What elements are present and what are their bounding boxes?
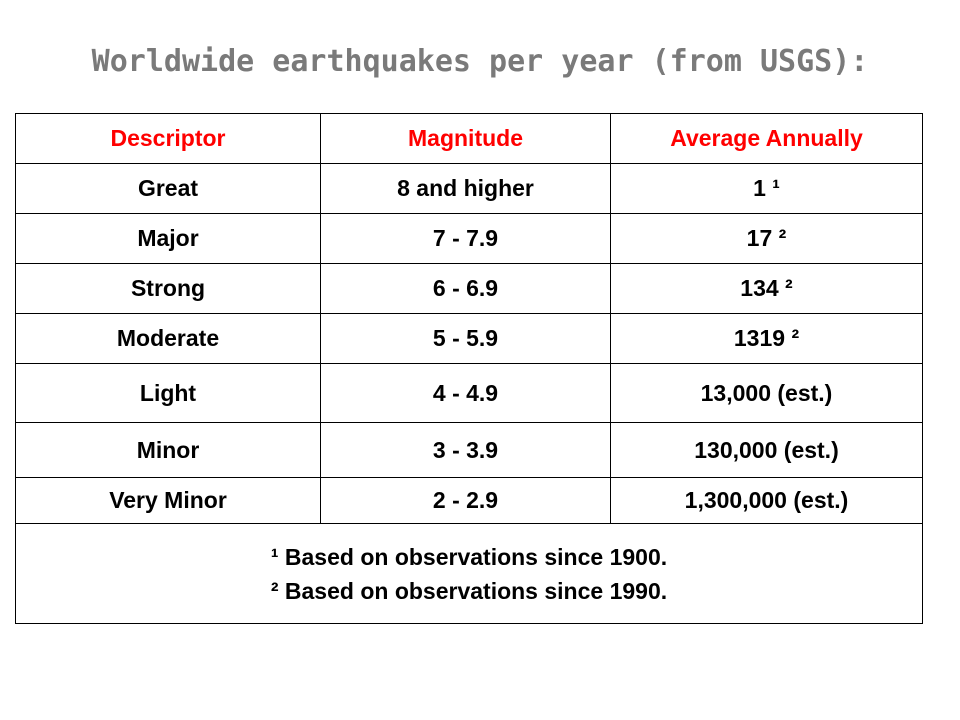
magnitude-cell: 4 - 4.9 (320, 363, 611, 423)
descriptor-cell: Very Minor (15, 477, 321, 524)
table-row: Minor 3 - 3.9 130,000 (est.) (15, 422, 923, 478)
footnotes-cell: ¹ Based on observations since 1900. ² Ba… (15, 523, 923, 624)
descriptor-cell: Light (15, 363, 321, 423)
descriptor-cell: Minor (15, 422, 321, 478)
descriptor-cell: Great (15, 163, 321, 214)
header-descriptor: Descriptor (15, 113, 321, 164)
header-magnitude: Magnitude (320, 113, 611, 164)
page-title: Worldwide earthquakes per year (from USG… (91, 44, 869, 79)
table-row: Moderate 5 - 5.9 1319 ² (15, 313, 923, 364)
footnote-1900: ¹ Based on observations since 1900. (270, 543, 668, 570)
annual-count-cell: 17 ² (610, 213, 923, 264)
header-average-annually: Average Annually (610, 113, 923, 164)
magnitude-cell: 8 and higher (320, 163, 611, 214)
table-row: Light 4 - 4.9 13,000 (est.) (15, 363, 923, 423)
annual-count-cell: 1,300,000 (est.) (610, 477, 923, 524)
footnote-1990: ² Based on observations since 1990. (270, 577, 668, 604)
annual-count-cell: 134 ² (610, 263, 923, 314)
magnitude-cell: 3 - 3.9 (320, 422, 611, 478)
table-row: Strong 6 - 6.9 134 ² (15, 263, 923, 314)
annual-count-cell: 1319 ² (610, 313, 923, 364)
descriptor-cell: Strong (15, 263, 321, 314)
table-row: Very Minor 2 - 2.9 1,300,000 (est.) (15, 477, 923, 524)
table-row: Great 8 and higher 1 ¹ (15, 163, 923, 214)
descriptor-cell: Moderate (15, 313, 321, 364)
magnitude-cell: 6 - 6.9 (320, 263, 611, 314)
table-header-row: Descriptor Magnitude Average Annually (15, 113, 923, 164)
magnitude-cell: 5 - 5.9 (320, 313, 611, 364)
descriptor-cell: Major (15, 213, 321, 264)
annual-count-cell: 13,000 (est.) (610, 363, 923, 423)
earthquake-table: Descriptor Magnitude Average Annually Gr… (15, 113, 923, 624)
annual-count-cell: 130,000 (est.) (610, 422, 923, 478)
notes-row: ¹ Based on observations since 1900. ² Ba… (15, 523, 923, 624)
magnitude-cell: 7 - 7.9 (320, 213, 611, 264)
table-row: Major 7 - 7.9 17 ² (15, 213, 923, 264)
magnitude-cell: 2 - 2.9 (320, 477, 611, 524)
annual-count-cell: 1 ¹ (610, 163, 923, 214)
